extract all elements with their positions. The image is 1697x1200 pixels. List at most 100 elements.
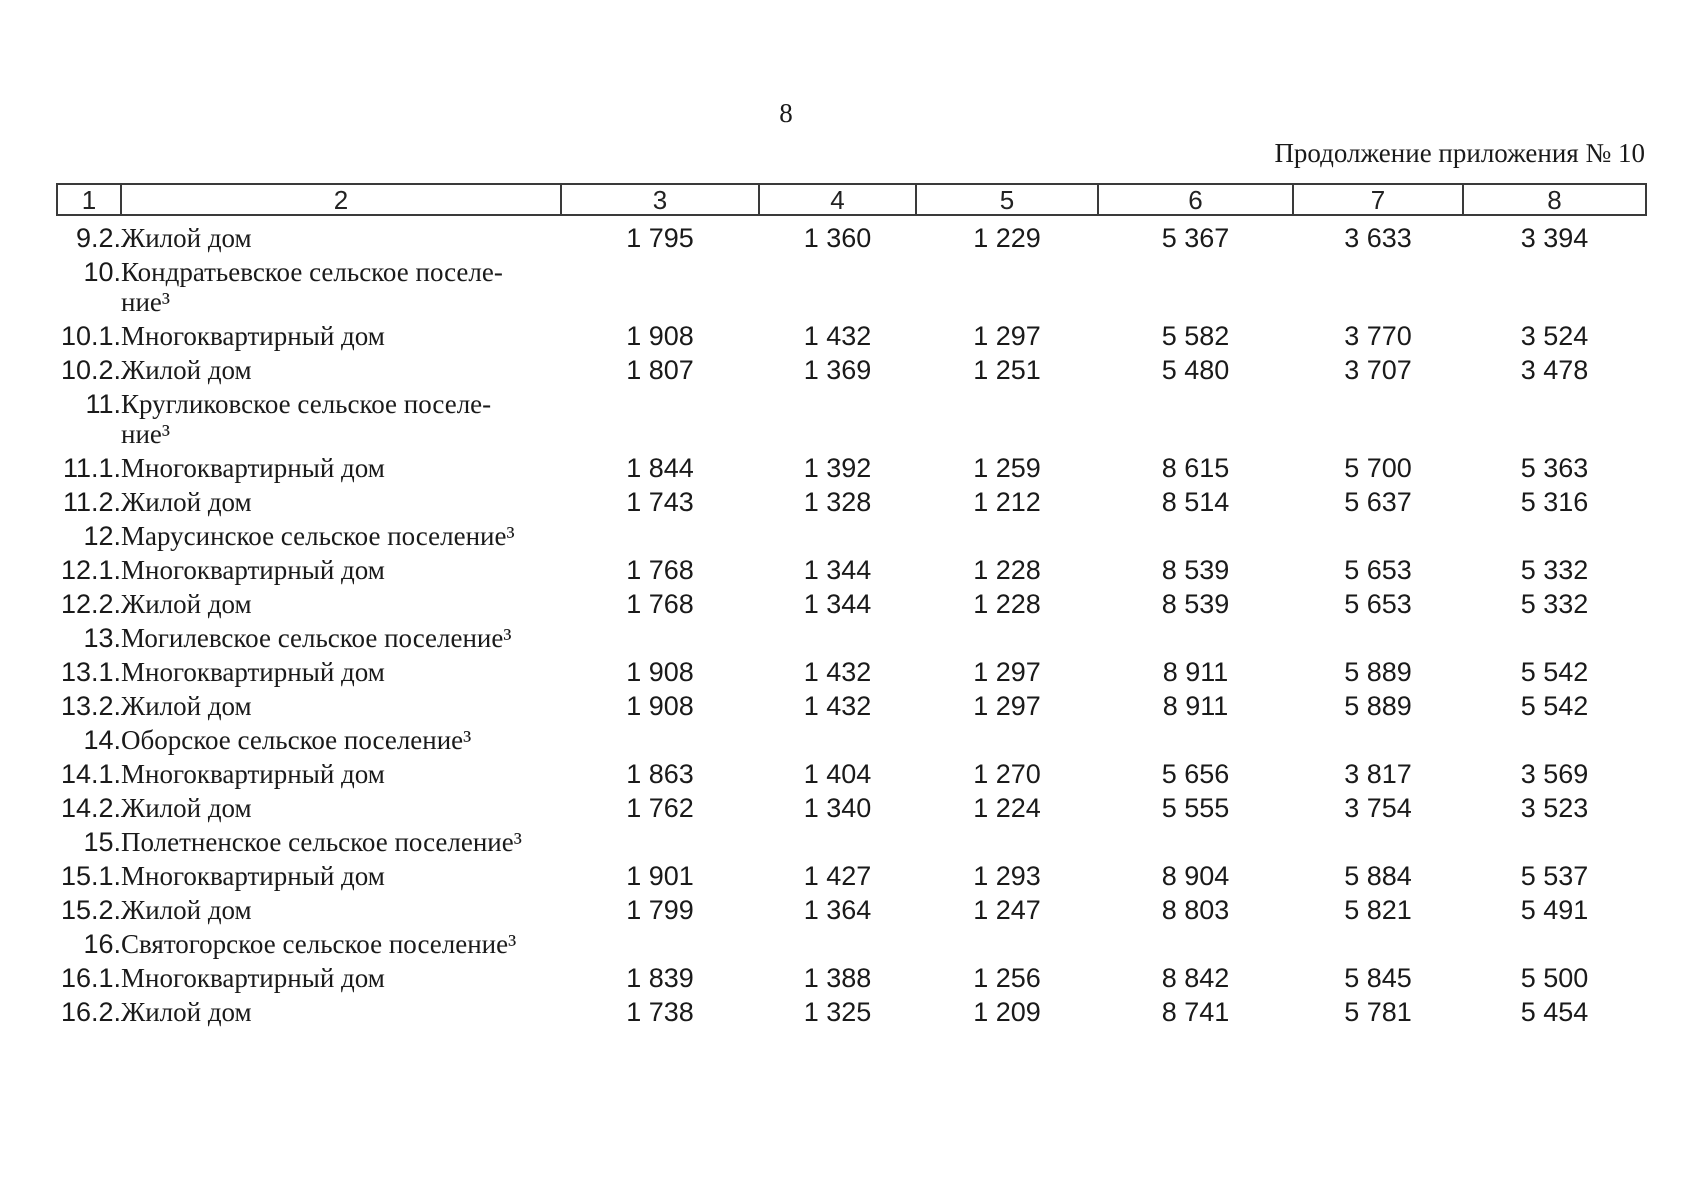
value-cell: 1 297 xyxy=(973,321,1041,351)
table-row: 15. Полетненское сельское поселение³ xyxy=(57,825,1646,859)
value-cell xyxy=(1463,387,1646,451)
table-row: 16. Святогорское сельское поселение³ xyxy=(57,927,1646,961)
value-cell: 1 228 xyxy=(973,555,1041,585)
table-row: 13. Могилевское сельское поселение³ xyxy=(57,621,1646,655)
value-cell: 1 427 xyxy=(803,861,872,891)
row-name: Полетненское сельское поселение³ xyxy=(121,827,522,857)
value-cell: 5 653 xyxy=(1344,555,1412,585)
value-cell xyxy=(916,255,1098,319)
row-name: Многоквартирный дом xyxy=(121,453,385,483)
row-number: 13.2. xyxy=(60,691,121,721)
table-row: 11.2. Жилой дом 1 743 1 328 1 212 8 514 5 637 5… xyxy=(57,485,1646,519)
value-cell: 8 514 xyxy=(1161,487,1230,517)
row-name: Жилой дом xyxy=(121,793,252,823)
value-cell: 1 768 xyxy=(626,589,694,619)
value-cell: 5 821 xyxy=(1344,895,1412,925)
table-row: 10.1. Многоквартирный дом 1 908 1 432 1 297 5… xyxy=(57,319,1646,353)
value-cell: 3 569 xyxy=(1520,759,1589,789)
value-cell: 3 770 xyxy=(1344,321,1412,351)
value-cell: 1 328 xyxy=(803,487,872,517)
table-row: 11. Кругликовское сельское поселе- ние³ xyxy=(57,387,1646,451)
table-row: 13.1. Многоквартирный дом 1 908 1 432 1 297 8… xyxy=(57,655,1646,689)
row-name: Кругликовское сельское поселе- ние³ xyxy=(121,389,492,449)
table-row: 10.2. Жилой дом 1 807 1 369 1 251 5 480 3 707 3… xyxy=(57,353,1646,387)
table-row: 15.1. Многоквартирный дом 1 901 1 427 1 293 8… xyxy=(57,859,1646,893)
row-number: 11. xyxy=(85,389,121,419)
table-row: 15.2. Жилой дом 1 799 1 364 1 247 8 803 5 821 5… xyxy=(57,893,1646,927)
value-cell xyxy=(561,255,759,319)
value-cell: 1 839 xyxy=(626,963,694,993)
value-cell: 5 363 xyxy=(1520,453,1589,483)
value-cell xyxy=(1463,825,1646,859)
table-row: 14.1. Многоквартирный дом 1 863 1 404 1 270 5… xyxy=(57,757,1646,791)
value-cell: 1 908 xyxy=(626,657,694,687)
value-cell xyxy=(916,621,1098,655)
row-name: Многоквартирный дом xyxy=(121,759,385,789)
row-number: 16.1. xyxy=(60,963,121,993)
table-row: 12. Марусинское сельское поселение³ xyxy=(57,519,1646,553)
value-cell xyxy=(1293,387,1463,451)
value-cell xyxy=(916,519,1098,553)
value-cell: 5 367 xyxy=(1161,223,1230,253)
value-cell xyxy=(759,825,916,859)
value-cell: 1 256 xyxy=(973,963,1041,993)
value-cell xyxy=(916,927,1098,961)
value-cell: 1 251 xyxy=(973,355,1041,385)
row-name: Многоквартирный дом xyxy=(121,861,385,891)
value-cell xyxy=(916,825,1098,859)
value-cell xyxy=(1463,255,1646,319)
value-cell: 1 762 xyxy=(626,793,694,823)
value-cell: 1 768 xyxy=(626,555,694,585)
value-cell: 5 889 xyxy=(1344,691,1412,721)
value-cell: 1 344 xyxy=(803,555,872,585)
value-cell: 1 908 xyxy=(626,321,694,351)
value-cell: 1 901 xyxy=(626,861,694,891)
row-number: 10. xyxy=(83,257,121,287)
value-cell: 3 478 xyxy=(1520,355,1589,385)
value-cell: 1 259 xyxy=(973,453,1041,483)
row-number: 13. xyxy=(83,623,121,653)
value-cell: 1 863 xyxy=(626,759,694,789)
row-number: 12.2. xyxy=(60,589,121,619)
value-cell: 1 795 xyxy=(626,223,694,253)
value-cell xyxy=(561,723,759,757)
row-number: 9.2. xyxy=(75,223,121,253)
table-header: 1 2 3 4 5 6 7 8 xyxy=(56,183,1647,216)
row-name: Святогорское сельское поселение³ xyxy=(121,929,517,959)
row-name: Жилой дом xyxy=(121,589,252,619)
value-cell xyxy=(1293,927,1463,961)
value-cell xyxy=(561,825,759,859)
value-cell: 8 842 xyxy=(1161,963,1230,993)
value-cell: 1 807 xyxy=(626,355,694,385)
value-cell: 1 432 xyxy=(803,657,872,687)
value-cell: 1 432 xyxy=(803,321,872,351)
value-cell: 5 480 xyxy=(1161,355,1230,385)
column-header-5: 5 xyxy=(915,183,1099,216)
value-cell xyxy=(1098,519,1293,553)
row-name: Кондратьевское сельское поселе- ние³ xyxy=(121,257,503,317)
table-row: 14. Оборское сельское поселение³ xyxy=(57,723,1646,757)
row-number: 15. xyxy=(83,827,121,857)
value-cell: 8 911 xyxy=(1162,657,1229,687)
value-cell: 5 653 xyxy=(1344,589,1412,619)
row-number: 15.1. xyxy=(60,861,121,891)
value-cell: 1 743 xyxy=(626,487,694,517)
row-number: 16. xyxy=(83,929,121,959)
value-cell xyxy=(759,927,916,961)
value-cell: 1 369 xyxy=(803,355,872,385)
table-row: 12.2. Жилой дом 1 768 1 344 1 228 8 539 5 653 5… xyxy=(57,587,1646,621)
value-cell: 1 229 xyxy=(973,223,1041,253)
value-cell: 8 911 xyxy=(1162,691,1229,721)
value-cell: 8 803 xyxy=(1161,895,1230,925)
value-cell xyxy=(1098,723,1293,757)
table-row: 9.2. Жилой дом 1 795 1 360 1 229 5 367 3 633 3 … xyxy=(57,215,1646,255)
value-cell: 5 316 xyxy=(1520,487,1589,517)
value-cell: 5 889 xyxy=(1344,657,1412,687)
value-cell: 1 844 xyxy=(626,453,694,483)
value-cell: 1 209 xyxy=(973,997,1041,1027)
data-table: 1 2 3 4 5 6 7 8 9.2. Жилой дом 1 795 1 360 1… xyxy=(56,183,1647,1029)
value-cell: 5 582 xyxy=(1161,321,1230,351)
value-cell: 5 332 xyxy=(1520,589,1589,619)
value-cell: 3 817 xyxy=(1344,759,1412,789)
table-row: 11.1. Многоквартирный дом 1 844 1 392 1 259 8… xyxy=(57,451,1646,485)
